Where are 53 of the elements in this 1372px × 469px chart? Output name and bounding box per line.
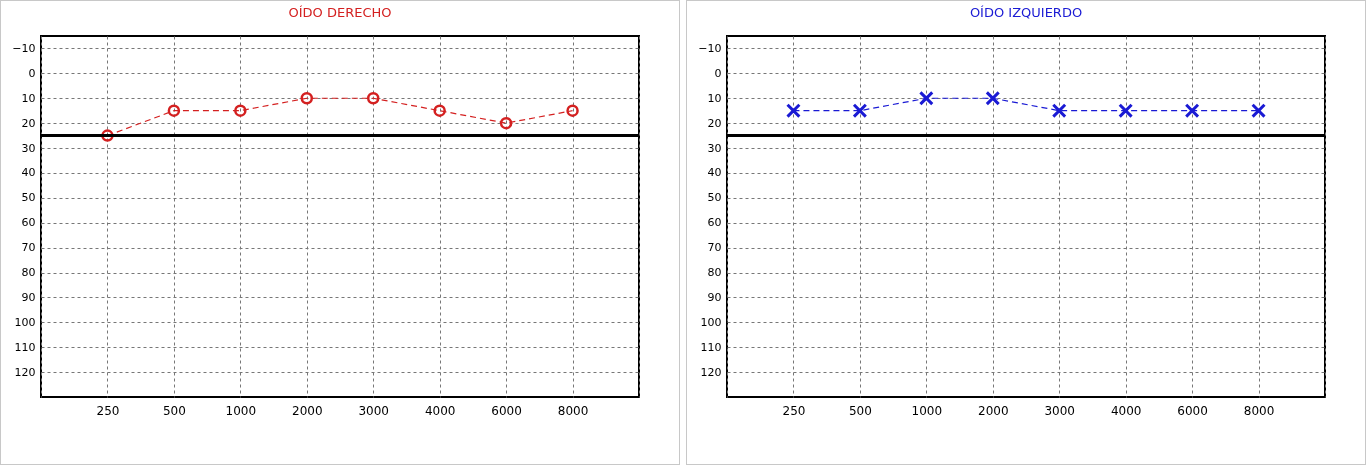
x-tick-label: 2000	[978, 403, 1009, 418]
y-tick-label: 30	[707, 141, 722, 155]
y-tick-label: 70	[707, 241, 722, 255]
x-tick-label: 1000	[225, 403, 257, 418]
x-tick-label: 3000	[1044, 403, 1075, 418]
y-tick-label: 90	[707, 290, 722, 304]
y-tick-label: 110	[700, 340, 722, 354]
x-tick-label: 4000	[424, 403, 456, 418]
y-tick-label: 50	[707, 191, 722, 205]
y-tick-label: 10	[707, 91, 722, 105]
x-tick-label: 4000	[1110, 403, 1142, 418]
y-tick-label: 0	[714, 66, 722, 80]
y-tick-label: 90	[21, 290, 36, 304]
y-tick-label: 100	[700, 315, 722, 329]
x-tick-label: 2000	[292, 403, 323, 418]
point	[167, 104, 181, 117]
x-tick-label: 3000	[358, 403, 389, 418]
x-tick-label: 500	[162, 403, 186, 418]
y-tick-label: 20	[21, 116, 36, 130]
x-tick-label: 250	[96, 403, 120, 418]
y-tick-label: 30	[21, 141, 36, 155]
y-tick-label: 110	[14, 340, 36, 354]
x-tick-label: 6000	[491, 403, 522, 418]
x-tick-label: 250	[782, 403, 806, 418]
y-tick-label: 120	[700, 365, 722, 379]
y-tick-label: 100	[14, 315, 36, 329]
y-tick-label: 120	[14, 365, 36, 379]
point	[433, 104, 446, 117]
y-tick-label: 20	[707, 116, 722, 130]
point	[499, 116, 513, 130]
y-tick-label: 50	[21, 191, 36, 205]
chart-title: OÍDO IZQUIERDO	[969, 5, 1083, 20]
y-tick-label: −10	[12, 41, 36, 55]
point	[566, 104, 579, 117]
x-tick-label: 500	[848, 403, 872, 418]
y-tick-label: 10	[21, 91, 36, 105]
x-tick-label: 8000	[1243, 403, 1275, 418]
x-tick-label: 1000	[911, 403, 943, 418]
y-tick-label: 70	[21, 241, 36, 255]
chart-title: OÍDO DERECHO	[288, 5, 392, 20]
y-tick-label: 0	[28, 66, 36, 80]
y-tick-label: 40	[21, 166, 36, 180]
point	[300, 92, 314, 105]
y-tick-label: 80	[21, 266, 36, 280]
y-tick-label: 60	[707, 216, 722, 230]
y-tick-label: −10	[698, 41, 722, 55]
y-tick-label: 60	[21, 216, 36, 230]
x-tick-label: 6000	[1177, 403, 1208, 418]
point	[366, 92, 380, 105]
point	[234, 104, 247, 117]
y-tick-label: 80	[707, 266, 722, 280]
y-tick-label: 40	[707, 166, 722, 180]
x-tick-label: 8000	[557, 403, 589, 418]
